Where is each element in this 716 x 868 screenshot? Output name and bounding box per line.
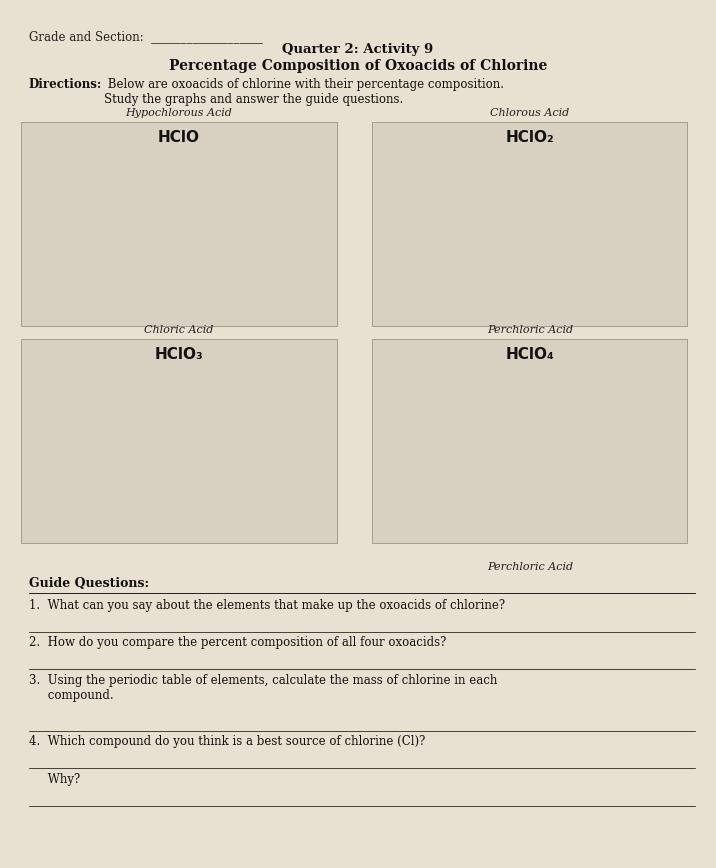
Text: Below are oxoacids of chlorine with their percentage composition.
Study the grap: Below are oxoacids of chlorine with thei… <box>104 78 504 106</box>
Text: H: H <box>281 155 289 166</box>
Text: O: O <box>632 230 639 240</box>
Text: H = 2%: H = 2% <box>382 178 420 187</box>
Text: Cl = 51%: Cl = 51% <box>382 217 428 226</box>
Text: HClO₃: HClO₃ <box>155 347 203 362</box>
Wedge shape <box>173 205 178 253</box>
Text: O: O <box>632 447 639 457</box>
Text: O: O <box>281 447 289 457</box>
Text: Cl = 67%: Cl = 67% <box>31 217 77 226</box>
Text: 67%: 67% <box>185 266 207 275</box>
Wedge shape <box>129 206 220 299</box>
Wedge shape <box>173 422 220 512</box>
Text: Perchloric Acid: Perchloric Acid <box>487 325 573 335</box>
Text: 1.  What can you say about the elements that make up the oxoacids of chlorine?: 1. What can you say about the elements t… <box>29 599 505 612</box>
Text: 35%: 35% <box>540 453 561 463</box>
Text: Why?: Why? <box>29 773 80 786</box>
Text: Percentage Composition of Oxoacids of Chlorine: Percentage Composition of Oxoacids of Ch… <box>169 59 547 73</box>
Text: Perchloric Acid: Perchloric Acid <box>487 562 573 572</box>
Text: Directions:: Directions: <box>29 78 102 91</box>
Text: H = 1%: H = 1% <box>31 395 69 404</box>
Text: O = 47%: O = 47% <box>382 256 425 266</box>
Wedge shape <box>173 422 175 470</box>
Text: O = 64%: O = 64% <box>382 473 425 483</box>
Wedge shape <box>523 422 571 499</box>
Text: Cl: Cl <box>632 193 642 203</box>
Text: HClO: HClO <box>158 130 200 145</box>
Text: 4.  Which compound do you think is a best source of chlorine (Cl)?: 4. Which compound do you think is a best… <box>29 735 425 748</box>
Text: Quarter 2: Activity 9: Quarter 2: Activity 9 <box>282 43 434 56</box>
Text: O = 31%: O = 31% <box>31 256 74 266</box>
Text: Grade and Section:  ___________________: Grade and Section: ___________________ <box>29 30 263 43</box>
Wedge shape <box>523 422 526 470</box>
Wedge shape <box>125 205 173 270</box>
Text: HClO₂: HClO₂ <box>505 130 554 145</box>
Text: 1%: 1% <box>166 436 181 444</box>
Text: 64%: 64% <box>486 477 508 486</box>
Text: Hypochlorous Acid: Hypochlorous Acid <box>125 108 233 118</box>
Text: Cl = 35%: Cl = 35% <box>382 434 428 443</box>
Text: H = 1%: H = 1% <box>382 395 420 404</box>
Text: Cl: Cl <box>632 410 642 420</box>
Text: Cl: Cl <box>281 193 291 203</box>
Text: 2.  How do you compare the percent composition of all four oxoacids?: 2. How do you compare the percent compos… <box>29 636 446 649</box>
Text: H: H <box>632 372 639 383</box>
Text: 51%: 51% <box>542 253 563 261</box>
Wedge shape <box>476 205 523 299</box>
Text: O = 57%: O = 57% <box>31 473 74 483</box>
Text: 3.  Using the periodic table of elements, calculate the mass of chlorine in each: 3. Using the periodic table of elements,… <box>29 674 497 701</box>
Wedge shape <box>476 422 560 516</box>
Text: Cl: Cl <box>281 410 291 420</box>
Text: H: H <box>632 155 639 166</box>
Text: 42%: 42% <box>190 459 212 469</box>
Wedge shape <box>125 422 193 516</box>
Text: 1%: 1% <box>517 436 532 444</box>
Text: Cl = 42%: Cl = 42% <box>31 434 77 443</box>
Wedge shape <box>523 205 529 253</box>
Wedge shape <box>515 206 571 299</box>
Text: O: O <box>281 230 289 240</box>
Text: Chlorous Acid: Chlorous Acid <box>490 108 569 118</box>
Text: HClO₄: HClO₄ <box>505 347 554 362</box>
Text: 31%: 31% <box>137 232 159 240</box>
Text: Chloric Acid: Chloric Acid <box>145 325 213 335</box>
Text: 57%: 57% <box>133 471 155 480</box>
Text: 2%: 2% <box>518 219 533 227</box>
Text: H: H <box>281 372 289 383</box>
Text: Guide Questions:: Guide Questions: <box>29 577 149 590</box>
Text: 47%: 47% <box>483 245 505 254</box>
Text: 2%: 2% <box>167 219 182 227</box>
Text: H = 2%: H = 2% <box>31 178 69 187</box>
